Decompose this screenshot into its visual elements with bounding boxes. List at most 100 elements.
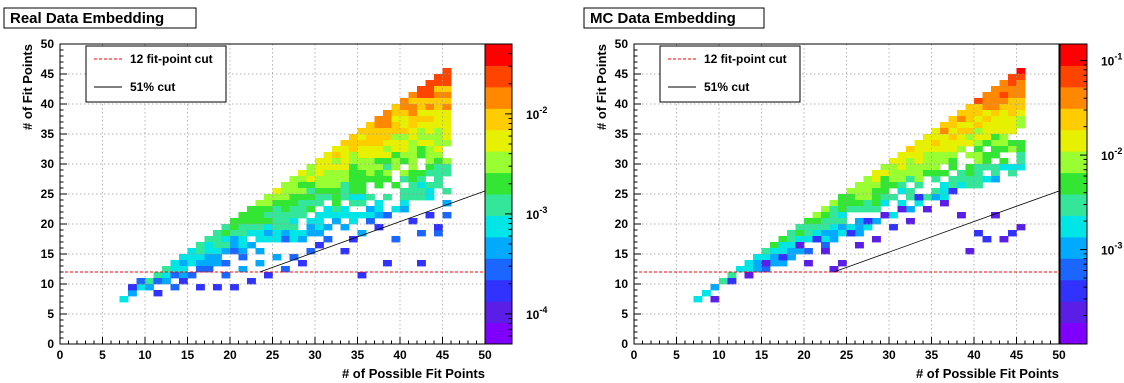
heatmap-cell (374, 182, 384, 189)
heatmap-cell (434, 110, 443, 117)
heatmap-cell (991, 122, 1000, 129)
heatmap-cell (821, 242, 830, 249)
heatmap-cell (770, 248, 779, 255)
heatmap-cell (340, 248, 350, 255)
heatmap-cell (349, 188, 358, 195)
heatmap-cell (204, 242, 214, 249)
heatmap-cell (965, 140, 975, 147)
heatmap-cell (829, 224, 839, 231)
heatmap-cell (366, 206, 375, 213)
heatmap-cell (778, 260, 788, 267)
heatmap-cell (170, 266, 180, 273)
heatmap-cell (408, 134, 418, 141)
heatmap-cell (213, 254, 222, 261)
heatmap-cell (238, 248, 248, 255)
heatmap-cell (357, 134, 367, 141)
heatmap-cell (442, 140, 452, 147)
heatmap-cell (298, 176, 307, 183)
heatmap-cell (957, 170, 966, 177)
heatmap-cell (855, 194, 864, 201)
heatmap-cell (974, 122, 983, 129)
heatmap-cell (872, 170, 881, 177)
heatmap-cell (974, 230, 983, 237)
heatmap-cell (340, 146, 350, 153)
heatmap-cell (931, 170, 941, 177)
heatmap-cell (264, 194, 273, 201)
heatmap-cell (255, 224, 265, 231)
heatmap-cell (991, 134, 1000, 141)
heatmap-cell (366, 164, 375, 171)
heatmap-cell (982, 122, 992, 129)
heatmap-cell (315, 182, 324, 189)
heatmap-cell (315, 188, 324, 195)
heatmap-cell (391, 146, 401, 153)
heatmap-cell (991, 176, 1000, 183)
heatmap-cell (289, 254, 299, 261)
heatmap-cell (255, 218, 265, 225)
heatmap-cell (855, 242, 864, 249)
heatmap-cell (340, 194, 350, 201)
title-box (3, 7, 197, 29)
heatmap-cell (991, 164, 1000, 171)
heatmap-cell (425, 140, 435, 147)
heatmap-cell (357, 146, 367, 153)
heatmap-cell (289, 236, 299, 243)
heatmap-cell (982, 176, 992, 183)
colorbar-segment (485, 86, 512, 109)
colorbar-segment (1060, 279, 1087, 302)
x-tick-label: 40 (967, 348, 981, 362)
heatmap-cell (357, 140, 367, 147)
heatmap-cell (272, 200, 282, 207)
heatmap-cell (374, 134, 384, 141)
heatmap-cell (434, 128, 443, 135)
colorbar-segment (1060, 44, 1087, 66)
heatmap-cell (982, 104, 992, 111)
heatmap-cell (374, 170, 384, 177)
heatmap-cell (442, 104, 452, 111)
heatmap-cell (357, 176, 367, 183)
heatmap-cell (425, 134, 435, 141)
heatmap-cell (417, 86, 426, 93)
heatmap-cell (383, 134, 392, 141)
pct-cut-line (259, 190, 486, 273)
colorbar-segment (485, 44, 512, 66)
heatmap-cell (778, 236, 788, 243)
heatmap-cell (383, 110, 392, 117)
heatmap-cell (999, 98, 1009, 105)
heatmap-cell (974, 146, 983, 153)
heatmap-cell (204, 254, 214, 261)
heatmap-cell (366, 128, 375, 135)
heatmap-cell (221, 230, 231, 237)
heatmap-cell (957, 134, 966, 141)
heatmap-cell (238, 218, 248, 225)
heatmap-cell (999, 158, 1009, 165)
heatmap-cell (323, 212, 333, 219)
heatmap-cell (340, 158, 350, 165)
heatmap-cell (999, 140, 1009, 147)
heatmap-cell (332, 170, 341, 177)
colorbar-tick-exponent: -3 (539, 205, 547, 215)
heatmap-cell (264, 230, 273, 237)
heatmap-cell (383, 128, 392, 135)
heatmap-cell (744, 260, 754, 267)
heatmap-cell (400, 176, 409, 183)
heatmap-cell (948, 152, 958, 159)
heatmap-cell (272, 194, 282, 201)
heatmap-cell (846, 200, 856, 207)
colorbar-segment (485, 151, 512, 174)
colorbar-tick-label: 10-4 (526, 305, 547, 322)
heatmap-cell (940, 182, 949, 189)
colorbar-segment (1060, 129, 1087, 152)
legend-label: 51% cut (130, 80, 175, 94)
heatmap-cell (812, 230, 822, 237)
heatmap-cell (821, 224, 830, 231)
heatmap-cell (770, 242, 779, 249)
heatmap-cell (119, 296, 129, 303)
heatmap-cell (434, 224, 443, 231)
heatmap-cell (289, 194, 299, 201)
heatmap-cell (880, 212, 890, 219)
heatmap-cell (349, 194, 358, 201)
heatmap-cell (425, 170, 435, 177)
colorbar-tick-label: 10-3 (1101, 241, 1122, 258)
